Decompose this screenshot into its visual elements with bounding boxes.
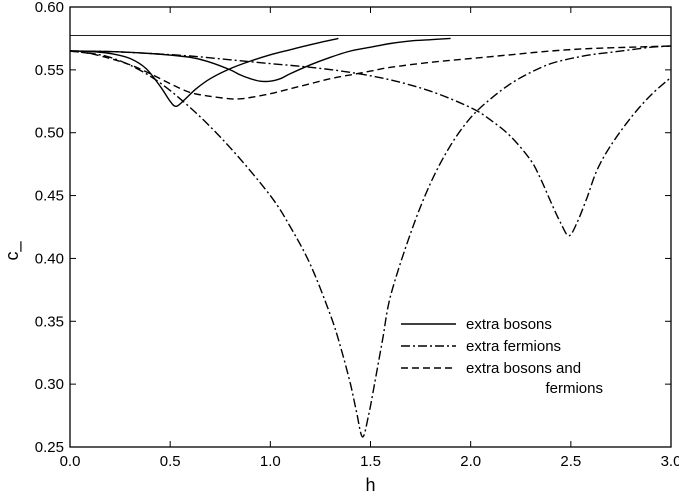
legend-label-2: extra fermions xyxy=(466,338,561,355)
series-line-2-solid xyxy=(69,37,451,83)
y-axis-label: c_ xyxy=(2,241,23,261)
x-tick-label: 3.0 xyxy=(661,453,679,470)
series-line-5-dashed xyxy=(69,45,672,100)
series-line-3-dashdot xyxy=(69,45,672,438)
y-tick-label: 0.35 xyxy=(35,313,64,330)
y-tick-label: 0.50 xyxy=(35,125,64,142)
x-tick-label: 0.0 xyxy=(60,453,81,470)
y-tick-label: 0.30 xyxy=(35,376,64,393)
y-tick-label: 0.40 xyxy=(35,250,64,267)
y-tick-label: 0.45 xyxy=(35,188,64,205)
legend-label-1: extra bosons xyxy=(466,316,552,333)
series-line-1-solid xyxy=(69,37,339,108)
y-tick-label: 0.55 xyxy=(35,62,64,79)
x-tick-label: 0.5 xyxy=(160,453,181,470)
y-tick-label: 0.25 xyxy=(35,439,64,456)
series-line-4-dashdot xyxy=(69,50,672,237)
x-tick-label: 1.5 xyxy=(360,453,381,470)
y-tick-label: 0.60 xyxy=(35,0,64,16)
x-tick-label: 2.0 xyxy=(460,453,481,470)
x-axis-label: h xyxy=(365,475,375,495)
x-tick-label: 1.0 xyxy=(260,453,281,470)
x-tick-label: 2.5 xyxy=(560,453,581,470)
legend-label-3: extra bosons and fermions xyxy=(466,360,603,397)
